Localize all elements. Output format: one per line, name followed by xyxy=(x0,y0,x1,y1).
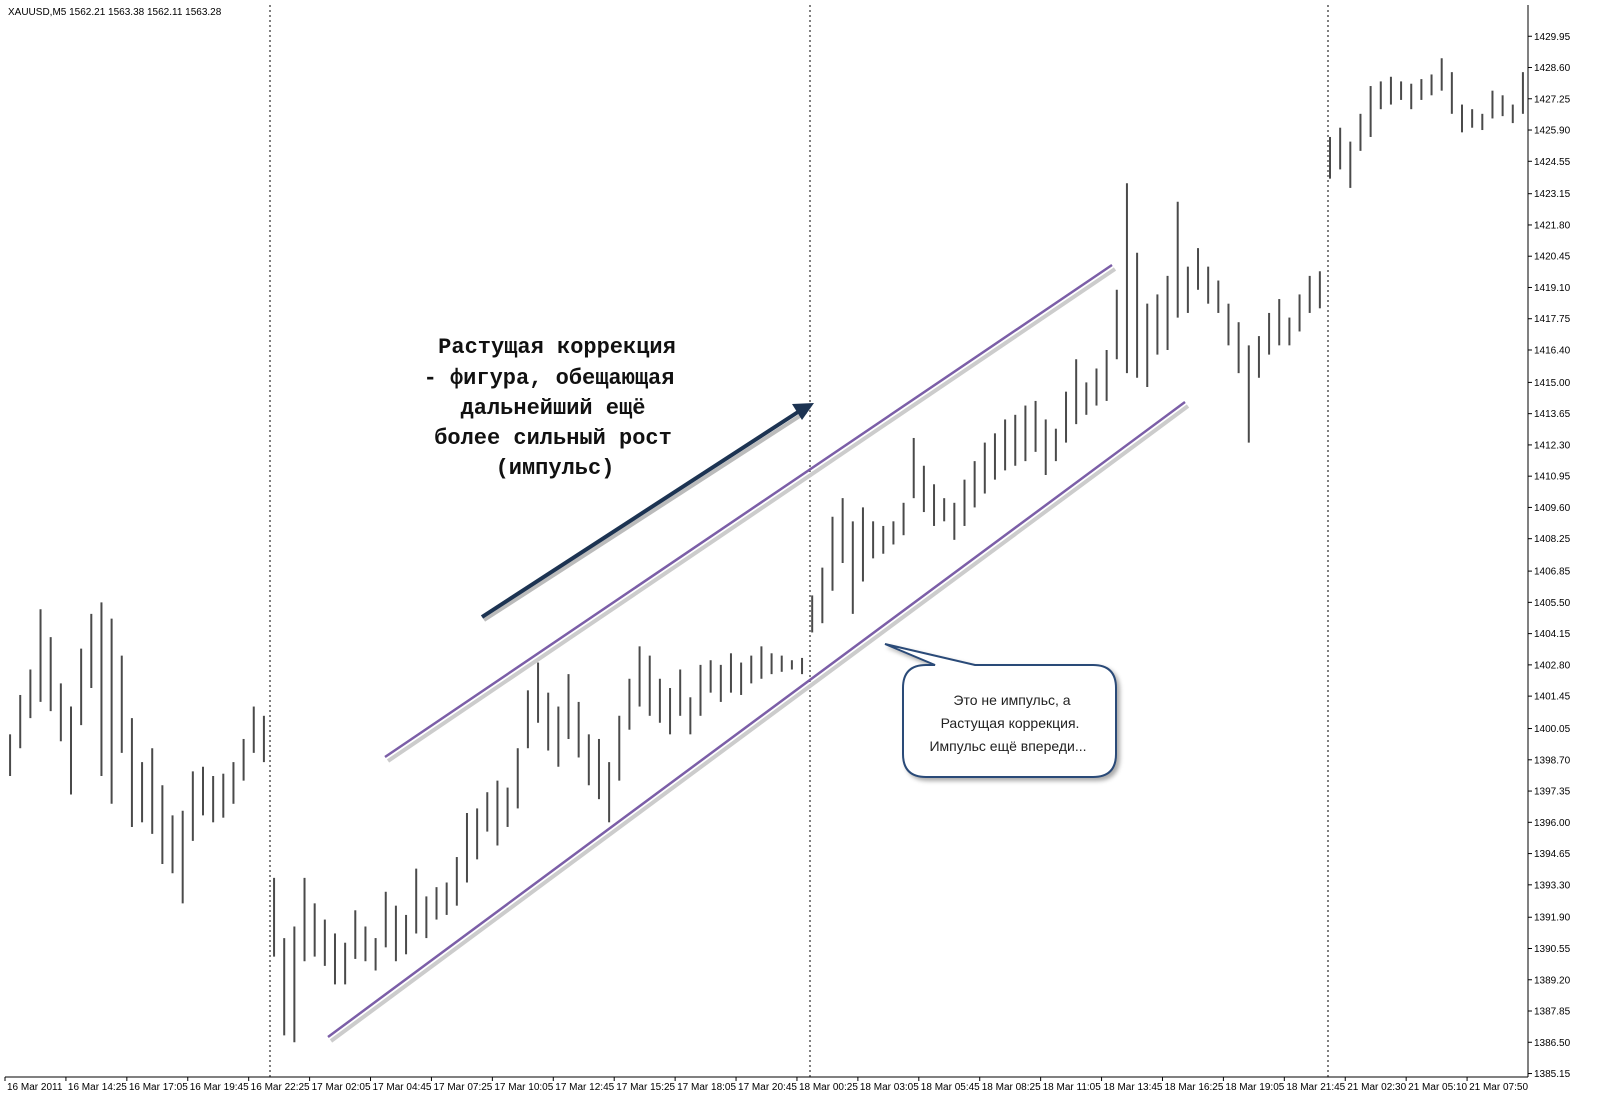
y-tick-label: 1427.25 xyxy=(1534,94,1571,105)
x-tick-label: 18 Mar 08:25 xyxy=(982,1082,1041,1093)
x-tick-label: 16 Mar 2011 xyxy=(7,1082,63,1093)
y-tick-label: 1402.80 xyxy=(1534,660,1571,671)
y-tick-label: 1423.15 xyxy=(1534,189,1571,200)
y-tick-label: 1417.75 xyxy=(1534,314,1571,325)
y-tick-label: 1396.00 xyxy=(1534,818,1571,829)
y-tick-label: 1390.55 xyxy=(1534,944,1571,955)
y-tick-label: 1421.80 xyxy=(1534,220,1571,231)
channel-upper xyxy=(384,263,1113,759)
x-tick-label: 16 Mar 19:45 xyxy=(190,1082,249,1093)
y-tick-label: 1405.50 xyxy=(1534,598,1571,609)
annotation-line: дальнейший ещё xyxy=(461,396,646,421)
y-tick-label: 1409.60 xyxy=(1534,503,1571,514)
annotation-line: (импульс) xyxy=(496,456,615,481)
x-tick-label: 16 Mar 14:25 xyxy=(68,1082,127,1093)
arrow xyxy=(480,410,800,619)
callout-box xyxy=(884,643,1117,778)
y-tick-label: 1397.35 xyxy=(1534,787,1571,798)
x-tick-label: 21 Mar 07:50 xyxy=(1469,1082,1528,1093)
y-tick-label: 1401.45 xyxy=(1534,692,1571,703)
x-tick-label: 18 Mar 13:45 xyxy=(1104,1082,1163,1093)
y-tick-label: 1410.95 xyxy=(1534,472,1571,483)
x-tick-label: 18 Mar 21:45 xyxy=(1286,1082,1345,1093)
x-tick-label: 17 Mar 12:45 xyxy=(555,1082,614,1093)
y-tick-label: 1413.65 xyxy=(1534,409,1571,420)
x-tick-label: 17 Mar 07:25 xyxy=(433,1082,492,1093)
y-tick-label: 1398.70 xyxy=(1534,755,1571,766)
x-tick-label: 17 Mar 10:05 xyxy=(494,1082,553,1093)
y-tick-label: 1419.10 xyxy=(1534,283,1571,294)
channel-lower xyxy=(327,400,1186,1039)
x-tick-label: 17 Mar 04:45 xyxy=(373,1082,432,1093)
x-tick-label: 21 Mar 02:30 xyxy=(1347,1082,1406,1093)
arrow-head xyxy=(792,403,814,420)
x-tick-label: 16 Mar 22:25 xyxy=(251,1082,310,1093)
y-tick-label: 1404.15 xyxy=(1534,629,1571,640)
y-tick-label: 1394.65 xyxy=(1534,849,1571,860)
x-tick-label: 18 Mar 19:05 xyxy=(1225,1082,1284,1093)
y-tick-label: 1400.05 xyxy=(1534,724,1571,735)
y-tick-label: 1412.30 xyxy=(1534,440,1571,451)
y-tick-label: 1386.50 xyxy=(1534,1038,1571,1049)
x-tick-label: 21 Mar 05:10 xyxy=(1408,1082,1467,1093)
x-tick-label: 17 Mar 20:45 xyxy=(738,1082,797,1093)
annotation-line: Растущая коррекция xyxy=(438,335,676,360)
channel-shadow xyxy=(386,267,1117,763)
y-tick-label: 1425.90 xyxy=(1534,126,1571,137)
y-tick-label: 1424.55 xyxy=(1534,157,1571,168)
x-tick-label: 17 Mar 18:05 xyxy=(677,1082,736,1093)
price-bars xyxy=(9,58,1524,1043)
callout-line: Импульс ещё впереди... xyxy=(929,738,1086,754)
x-tick-label: 18 Mar 03:05 xyxy=(860,1082,919,1093)
y-tick-label: 1408.25 xyxy=(1534,534,1571,545)
y-tick-label: 1389.20 xyxy=(1534,975,1571,986)
x-tick-label: 18 Mar 11:05 xyxy=(1043,1082,1102,1093)
x-tick-label: 17 Mar 15:25 xyxy=(616,1082,675,1093)
callout-line: Растущая коррекция. xyxy=(941,715,1080,731)
annotation-line: - фигура, обещающая xyxy=(424,366,675,391)
y-tick-label: 1385.15 xyxy=(1534,1069,1571,1080)
y-tick-label: 1391.90 xyxy=(1534,913,1571,924)
y-tick-label: 1420.45 xyxy=(1534,252,1571,263)
channel-shadow xyxy=(329,404,1190,1043)
y-tick-label: 1429.95 xyxy=(1534,32,1571,43)
y-tick-label: 1393.30 xyxy=(1534,880,1571,891)
y-tick-label: 1387.85 xyxy=(1534,1007,1571,1018)
x-tick-label: 17 Mar 02:05 xyxy=(312,1082,371,1093)
x-tick-label: 18 Mar 05:45 xyxy=(921,1082,980,1093)
y-tick-label: 1415.00 xyxy=(1534,378,1571,389)
arrow-shadow xyxy=(482,410,808,622)
x-tick-label: 18 Mar 00:25 xyxy=(799,1082,858,1093)
y-tick-label: 1406.85 xyxy=(1534,567,1571,578)
symbol-info: XAUUSD,M5 1562.21 1563.38 1562.11 1563.2… xyxy=(8,7,222,18)
callout-line: Это не импульс, а xyxy=(953,692,1070,708)
y-tick-label: 1428.60 xyxy=(1534,63,1571,74)
annotation-line: более сильный рост xyxy=(434,426,672,451)
y-tick-label: 1416.40 xyxy=(1534,345,1571,356)
x-tick-label: 18 Mar 16:25 xyxy=(1164,1082,1223,1093)
x-tick-label: 16 Mar 17:05 xyxy=(129,1082,188,1093)
